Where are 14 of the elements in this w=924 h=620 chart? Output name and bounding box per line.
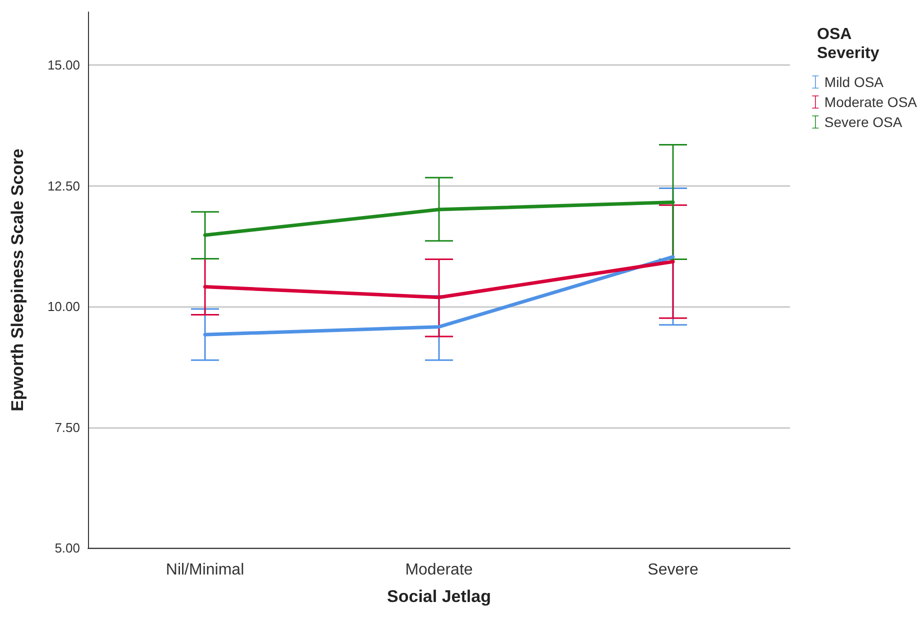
- x-axis-title: Social Jetlag: [387, 587, 491, 606]
- legend-label: Mild OSA: [824, 74, 884, 90]
- y-axis-title: Epworth Sleepiness Scale Score: [8, 148, 27, 412]
- x-tick-label: Nil/Minimal: [166, 562, 244, 578]
- y-tick-label: 5.00: [54, 540, 80, 556]
- y-tick-label: 15.00: [47, 58, 80, 73]
- y-tick-label: 10.00: [47, 299, 80, 314]
- legend-title: OSA Severity: [817, 26, 880, 62]
- legend-label: Moderate OSA: [824, 94, 918, 110]
- y-tick-label: 7.50: [54, 420, 80, 435]
- y-tick-label: 12.50: [47, 178, 80, 194]
- x-tick-label: Severe: [648, 562, 698, 578]
- x-tick-label: Moderate: [405, 562, 473, 578]
- legend-label: Severe OSA: [824, 114, 903, 130]
